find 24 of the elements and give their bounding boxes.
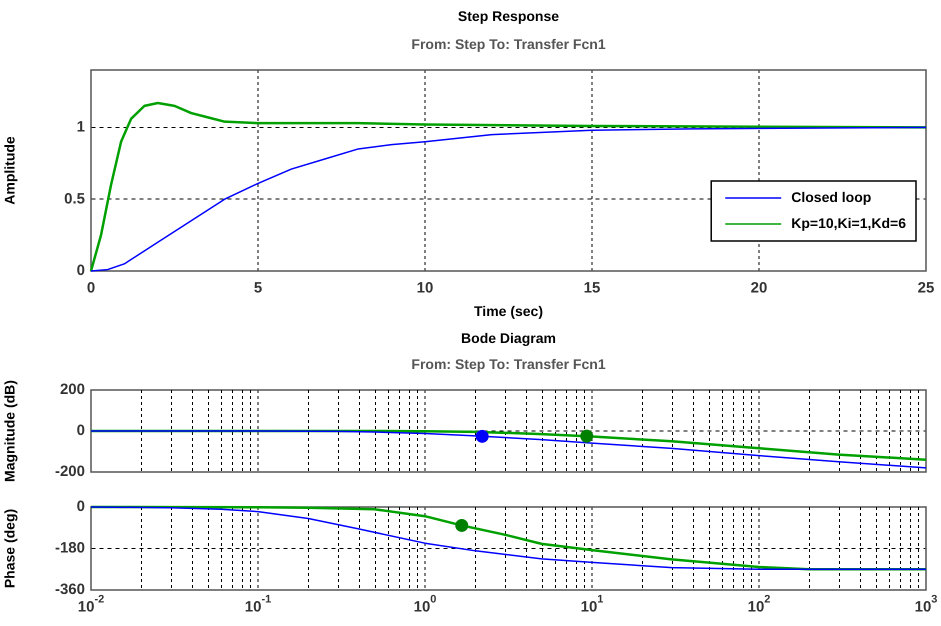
y-tick-label: -200 xyxy=(54,463,85,480)
y-axis-title: Magnitude (dB) xyxy=(1,380,18,482)
y-tick-label: 0 xyxy=(76,422,85,440)
x-tick-label: 5 xyxy=(254,280,262,297)
y-axis-title: Amplitude xyxy=(1,136,18,205)
legend-label: Kp=10,Ki=1,Kd=6 xyxy=(791,214,906,231)
x-tick-label: 25 xyxy=(918,280,934,297)
x-axis-title: Time (sec) xyxy=(474,302,543,319)
y-tick-label: 200 xyxy=(60,381,85,398)
chart-subtitle: From: Step To: Transfer Fcn1 xyxy=(410,356,607,372)
y-tick-label: 1 xyxy=(76,118,85,136)
y-tick-label: -360 xyxy=(54,581,85,598)
y-tick-label: 0 xyxy=(76,498,85,516)
y-axis-title: Phase (deg) xyxy=(1,508,18,588)
y-tick-label: 0.5 xyxy=(64,190,85,208)
x-tick-label: 20 xyxy=(750,280,768,297)
y-tick-label: 0 xyxy=(76,262,85,280)
x-tick-label: 15 xyxy=(584,280,600,297)
x-tick-label: 10 xyxy=(416,280,434,297)
legend-label: Closed loop xyxy=(791,188,872,205)
chart-subtitle: From: Step To: Transfer Fcn1 xyxy=(410,36,607,52)
y-tick-label: -180 xyxy=(54,540,85,557)
chart-title: Step Response xyxy=(456,8,560,24)
chart-title: Bode Diagram xyxy=(460,330,557,346)
